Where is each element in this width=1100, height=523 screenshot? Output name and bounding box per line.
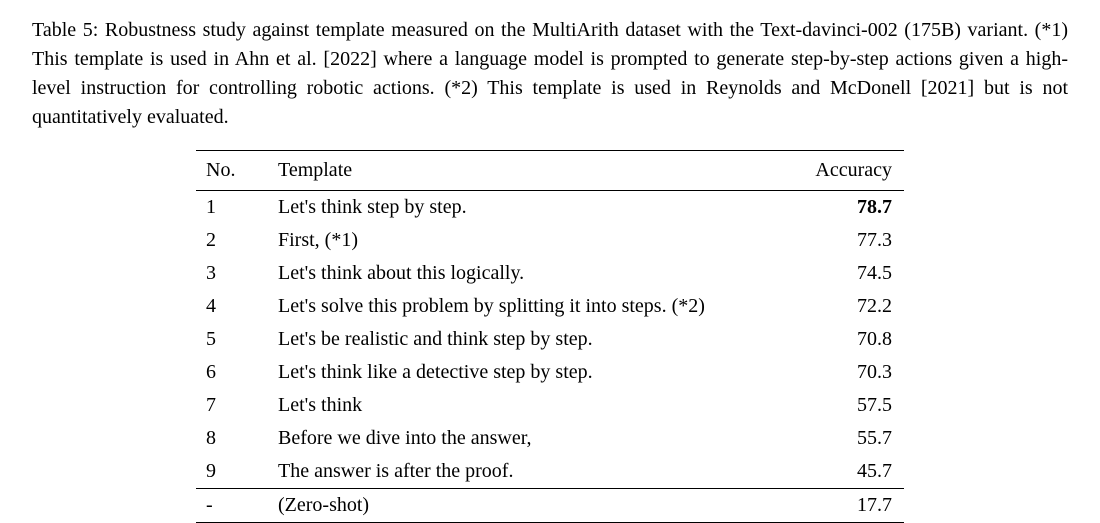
cell-accuracy: 70.8 <box>794 323 904 356</box>
cell-no: 5 <box>196 323 254 356</box>
table-row: 9 The answer is after the proof. 45.7 <box>196 455 904 489</box>
cell-no: 6 <box>196 356 254 389</box>
cell-no: 4 <box>196 290 254 323</box>
table-row: 5 Let's be realistic and think step by s… <box>196 323 904 356</box>
cell-accuracy: 72.2 <box>794 290 904 323</box>
table-row: 1 Let's think step by step. 78.7 <box>196 191 904 225</box>
cell-template: Before we dive into the answer, <box>254 422 794 455</box>
cell-template: Let's think <box>254 389 794 422</box>
cell-template: Let's solve this problem by splitting it… <box>254 290 794 323</box>
cell-template: The answer is after the proof. <box>254 455 794 489</box>
table-header-row: No. Template Accuracy <box>196 151 904 191</box>
cell-no: 1 <box>196 191 254 225</box>
cell-accuracy: 45.7 <box>794 455 904 489</box>
table-footer-row: - (Zero-shot) 17.7 <box>196 489 904 523</box>
cell-accuracy: 55.7 <box>794 422 904 455</box>
cell-accuracy: 78.7 <box>794 191 904 225</box>
cell-accuracy: 77.3 <box>794 224 904 257</box>
table-row: 8 Before we dive into the answer, 55.7 <box>196 422 904 455</box>
table-row: 3 Let's think about this logically. 74.5 <box>196 257 904 290</box>
cell-template: (Zero-shot) <box>254 489 794 523</box>
col-header-accuracy: Accuracy <box>794 151 904 191</box>
col-header-template: Template <box>254 151 794 191</box>
cell-template: Let's be realistic and think step by ste… <box>254 323 794 356</box>
table-row: 6 Let's think like a detective step by s… <box>196 356 904 389</box>
cell-accuracy: 17.7 <box>794 489 904 523</box>
table-row: 7 Let's think 57.5 <box>196 389 904 422</box>
cell-template: First, (*1) <box>254 224 794 257</box>
cell-no: - <box>196 489 254 523</box>
cell-no: 8 <box>196 422 254 455</box>
cell-accuracy: 57.5 <box>794 389 904 422</box>
cell-template: Let's think about this logically. <box>254 257 794 290</box>
table-caption: Table 5: Robustness study against templa… <box>32 16 1068 132</box>
cell-no: 7 <box>196 389 254 422</box>
cell-accuracy: 74.5 <box>794 257 904 290</box>
cell-template: Let's think step by step. <box>254 191 794 225</box>
cell-no: 3 <box>196 257 254 290</box>
cell-no: 2 <box>196 224 254 257</box>
col-header-no: No. <box>196 151 254 191</box>
robustness-table: No. Template Accuracy 1 Let's think step… <box>196 150 904 523</box>
cell-template: Let's think like a detective step by ste… <box>254 356 794 389</box>
table-row: 4 Let's solve this problem by splitting … <box>196 290 904 323</box>
cell-no: 9 <box>196 455 254 489</box>
cell-accuracy: 70.3 <box>794 356 904 389</box>
table-row: 2 First, (*1) 77.3 <box>196 224 904 257</box>
table-container: No. Template Accuracy 1 Let's think step… <box>32 150 1068 523</box>
